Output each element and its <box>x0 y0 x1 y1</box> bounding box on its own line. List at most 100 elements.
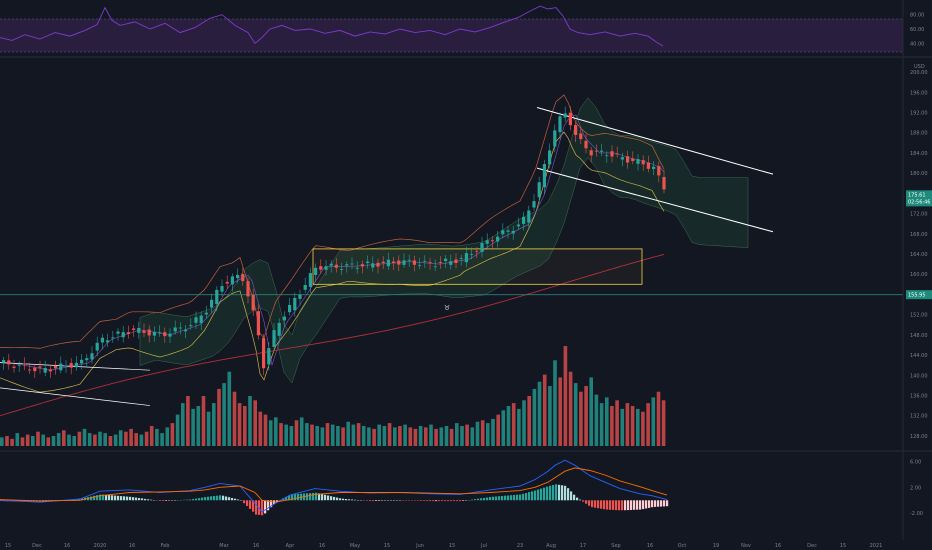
candle-body <box>95 342 99 351</box>
candle-body <box>579 133 583 140</box>
volume-bar <box>149 426 154 446</box>
candle-body <box>100 337 104 343</box>
candle-body <box>116 331 120 334</box>
candle-body <box>59 363 63 371</box>
time-tick-label: 16 <box>775 543 781 549</box>
macd-histogram-bar <box>111 495 114 501</box>
macd-histogram-bar <box>474 499 477 501</box>
candle-body <box>646 162 650 169</box>
candle-body <box>537 182 541 198</box>
macd-histogram-bar <box>636 500 639 510</box>
volume-bar <box>372 428 376 446</box>
macd-histogram-bar <box>483 497 486 501</box>
volume-bar <box>605 397 609 446</box>
macd-histogram-bar <box>456 500 459 502</box>
candle-body <box>350 263 354 265</box>
macd-histogram-bar <box>516 494 519 501</box>
volume-bar <box>299 417 304 446</box>
volume-bar <box>579 391 583 446</box>
candle-body <box>126 332 130 334</box>
macd-histogram-bar <box>189 499 192 501</box>
candle-body <box>652 166 656 169</box>
volume-bar <box>589 377 593 446</box>
volume-bar <box>439 427 444 446</box>
volume-bar <box>470 427 475 446</box>
price-tick-label: 136.00 <box>910 394 928 400</box>
volume-bar <box>620 408 625 446</box>
flag-icon[interactable]: ♉ <box>444 304 450 312</box>
price-pane[interactable]: 200.00196.00192.00188.00184.00180.00176.… <box>0 64 932 446</box>
macd-histogram-bar <box>558 484 561 501</box>
volume-bar <box>558 377 562 446</box>
bollinger-upper <box>0 94 665 349</box>
macd-histogram-bar <box>471 499 474 501</box>
scale-mode-label[interactable]: USD <box>914 64 925 70</box>
macd-histogram-bar <box>195 498 198 501</box>
macd-histogram-bar <box>621 500 624 511</box>
macd-histogram-bar <box>642 500 645 510</box>
macd-histogram-bar <box>498 496 501 501</box>
volume-bar <box>377 424 381 446</box>
macd-histogram-bar <box>528 492 531 501</box>
macd-histogram-bar <box>252 500 255 512</box>
macd-histogram-bar <box>438 500 441 502</box>
macd-histogram-bar <box>381 500 384 501</box>
price-tick-label: 188.00 <box>910 131 928 137</box>
volume-bar <box>274 417 278 446</box>
channel-upper-line <box>536 106 774 175</box>
volume-bar <box>51 436 56 446</box>
macd-tick-label: 2.00 <box>910 485 921 491</box>
macd-histogram-bar <box>123 496 126 501</box>
macd-histogram-bar <box>213 496 216 501</box>
volume-bar <box>41 434 45 446</box>
time-tick-label: Jul <box>480 543 487 549</box>
volume-bar <box>103 433 107 446</box>
candle-body <box>584 140 588 149</box>
candle-body <box>2 360 6 363</box>
volume-bar <box>31 436 35 446</box>
candle-body <box>158 332 162 334</box>
macd-histogram-bar <box>207 496 210 501</box>
rsi-pane[interactable]: 80.00 60.00 40.00 <box>0 5 924 53</box>
volume-bar <box>656 391 661 446</box>
volume-bar <box>263 414 268 446</box>
macd-histogram-bar <box>192 499 195 501</box>
macd-histogram-bar <box>141 498 144 501</box>
volume-bar <box>341 427 345 446</box>
candle-body <box>402 260 406 265</box>
candle-body <box>28 369 32 371</box>
time-tick-label: 16 <box>647 543 653 549</box>
macd-histogram-bar <box>606 500 609 510</box>
volume-bar <box>248 396 252 446</box>
volume-bar <box>449 428 454 446</box>
macd-histogram-bar <box>444 500 447 502</box>
candle-body <box>412 260 416 265</box>
volume-bar <box>568 371 573 446</box>
macd-histogram-bar <box>597 500 600 509</box>
macd-histogram-bar <box>318 493 321 501</box>
macd-histogram-bar <box>375 500 378 501</box>
volume-bar <box>5 436 9 446</box>
candle-body <box>163 332 167 337</box>
candle-body <box>433 266 437 268</box>
candle-body <box>610 151 614 157</box>
volume-bar <box>93 434 97 446</box>
volume-bar <box>144 431 149 446</box>
macd-histogram-bar <box>105 494 108 501</box>
candle-body <box>636 159 640 164</box>
candle-body <box>527 210 531 223</box>
volume-bar <box>294 420 299 446</box>
volume-bar <box>134 433 138 446</box>
time-tick-label: 15 <box>449 543 455 549</box>
macd-histogram-bar <box>246 500 249 506</box>
volume-bar <box>573 383 578 446</box>
macd-histogram-bar <box>327 495 330 501</box>
volume-bar <box>62 430 66 446</box>
volume-bar <box>594 394 599 446</box>
macd-histogram-bar <box>204 497 207 501</box>
macd-pane[interactable]: 6.00 2.00 -2.00 <box>0 460 923 518</box>
macd-histogram-bar <box>237 499 240 501</box>
volume-bar <box>170 423 175 446</box>
volume-bar <box>124 431 128 446</box>
